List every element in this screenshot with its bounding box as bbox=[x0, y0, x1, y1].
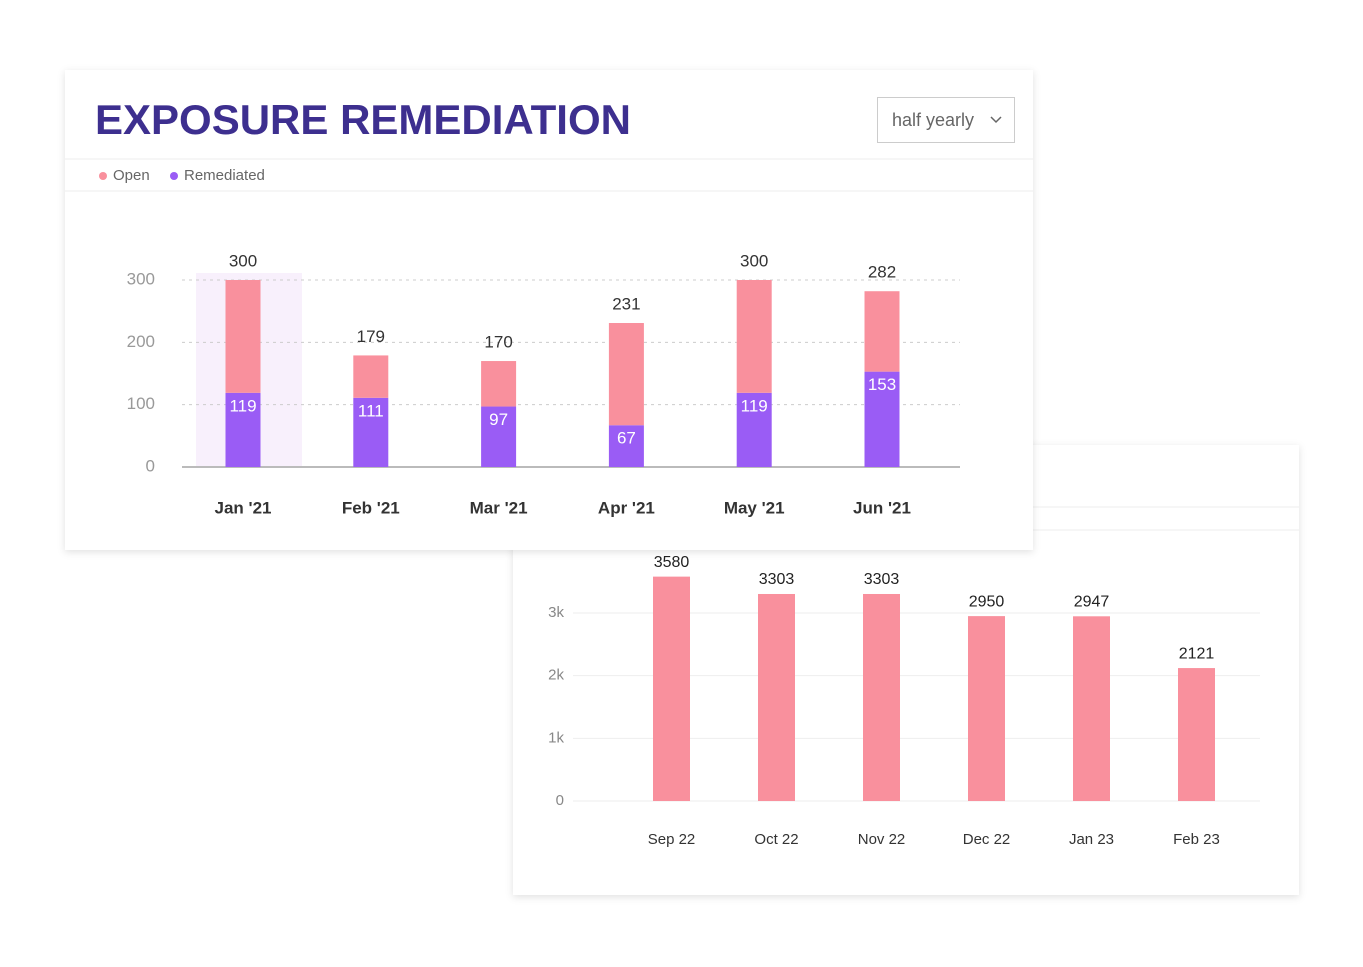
legend-dot bbox=[170, 172, 178, 180]
value-label: 3303 bbox=[759, 571, 795, 588]
x-tick-label: Mar '21 bbox=[470, 498, 528, 517]
bar-segment bbox=[225, 280, 261, 393]
bar-segment bbox=[864, 371, 900, 467]
bar-segment bbox=[864, 291, 900, 372]
y-tick-label: 200 bbox=[127, 332, 155, 351]
y-tick-label: 3k bbox=[548, 604, 564, 621]
y-tick-label: 0 bbox=[556, 792, 564, 809]
card-front: EXPOSURE REMEDIATION half yearly 0 100 200… bbox=[65, 70, 1033, 550]
x-tick-label: Feb 23 bbox=[1173, 831, 1220, 848]
x-tick-label: Apr '21 bbox=[598, 498, 655, 517]
segment-label: 119 bbox=[741, 396, 768, 415]
bar-segment bbox=[736, 392, 772, 467]
legend-label: Open bbox=[113, 167, 150, 184]
x-tick-label: Sep 22 bbox=[648, 831, 696, 848]
value-label: 2947 bbox=[1074, 594, 1110, 611]
segment-label: 67 bbox=[617, 429, 636, 448]
y-tick-label: 1k bbox=[548, 729, 564, 746]
segment-label: 119 bbox=[229, 396, 256, 415]
value-label: 3303 bbox=[864, 571, 900, 588]
bar-segment bbox=[481, 361, 517, 407]
y-tick-label: 2k bbox=[548, 667, 564, 684]
dropdown-label[interactable]: half yearly bbox=[892, 110, 974, 130]
x-tick-label: Nov 22 bbox=[858, 831, 906, 848]
value-label: 2121 bbox=[1179, 645, 1215, 662]
bar bbox=[968, 616, 1005, 801]
dropdown-arrow bbox=[990, 116, 1002, 124]
bar bbox=[1178, 668, 1215, 801]
bar-segment bbox=[608, 323, 644, 426]
x-tick-label: May '21 bbox=[724, 498, 785, 517]
y-tick-label: 300 bbox=[127, 269, 155, 288]
bar bbox=[863, 593, 900, 801]
bar-segment bbox=[353, 397, 389, 467]
segment-label: 97 bbox=[489, 410, 508, 429]
total-label: 170 bbox=[484, 333, 512, 352]
x-tick-label: Jun '21 bbox=[853, 498, 911, 517]
y-tick-label: 0 bbox=[146, 456, 155, 475]
total-label: 300 bbox=[740, 251, 768, 270]
total-label: 231 bbox=[612, 294, 640, 313]
x-tick-label: Feb '21 bbox=[342, 498, 400, 517]
segment-label: 111 bbox=[358, 401, 384, 420]
segment-label: 153 bbox=[868, 375, 896, 394]
bar-segment bbox=[481, 406, 517, 467]
legend-label: Remediated bbox=[184, 167, 265, 184]
total-label: 179 bbox=[357, 327, 385, 346]
bar bbox=[1073, 616, 1110, 801]
period-dropdown[interactable] bbox=[877, 97, 1015, 143]
total-label: 300 bbox=[229, 251, 257, 270]
card-title: EXPOSURE REMEDIATION bbox=[95, 96, 631, 143]
x-tick-label: Jan 23 bbox=[1069, 831, 1114, 848]
x-tick-label: Dec 22 bbox=[963, 831, 1011, 848]
bar bbox=[653, 576, 690, 801]
legend-dot bbox=[99, 172, 107, 180]
bar-segment bbox=[225, 392, 261, 467]
x-tick-label: Oct 22 bbox=[754, 831, 798, 848]
value-label: 3580 bbox=[654, 554, 690, 571]
total-label: 282 bbox=[868, 263, 896, 282]
x-tick-label: Jan '21 bbox=[215, 498, 272, 517]
bar-segment bbox=[736, 280, 772, 393]
bar bbox=[758, 593, 795, 801]
bar-segment bbox=[353, 355, 389, 398]
bar-segment bbox=[608, 425, 644, 467]
value-label: 2950 bbox=[969, 593, 1005, 610]
y-tick-label: 100 bbox=[127, 394, 155, 413]
